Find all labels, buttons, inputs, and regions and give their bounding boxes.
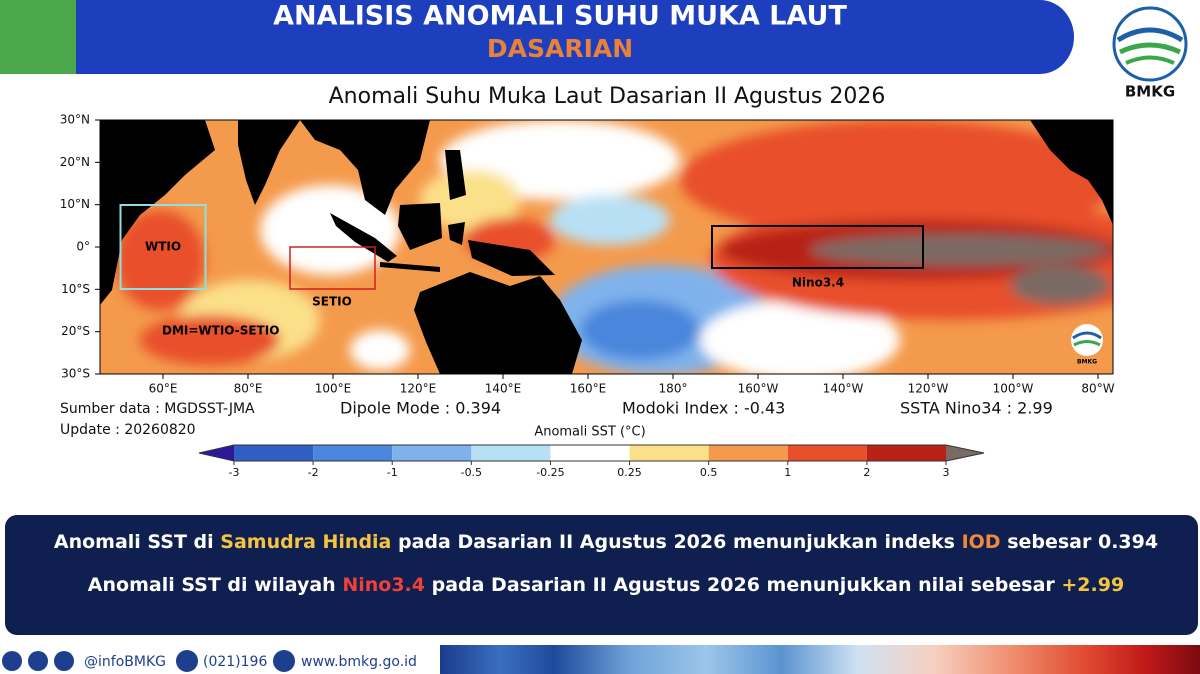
colorbar-tick-label: -1 (387, 466, 398, 479)
colorbar-segment (787, 445, 867, 461)
lon-label: 120°E (400, 382, 437, 396)
footer-icons (2, 650, 295, 672)
colorbar-segment (550, 445, 630, 461)
lat-label: 30°S (61, 367, 90, 381)
summary-line: Anomali SST di wilayah Nino3.4 pada Dasa… (88, 574, 1124, 596)
lon-labels: 60°E 80°E 100°E 120°E 140°E 160°E 180° 160°W 140… (149, 374, 1115, 396)
source: Sumber data : MGDSST-JMA (60, 401, 255, 417)
warming-stripes (440, 645, 1200, 674)
bmkg-logo (1112, 6, 1188, 82)
map (100, 120, 1113, 374)
lon-label: 100°W (993, 382, 1034, 396)
summary-segment: IOD (962, 531, 1001, 553)
logo-text: BMKG (1125, 83, 1175, 101)
lon-label: 60°E (149, 382, 178, 396)
summary-line: Anomali SST di Samudra Hindia pada Dasar… (54, 531, 1158, 553)
lon-label: 140°E (485, 382, 522, 396)
summary-segment: pada Dasarian II Agustus 2026 menunjukka… (391, 531, 961, 553)
colorbar-segment (471, 445, 551, 461)
footer-social: @infoBMKG (84, 654, 166, 670)
colorbar: -3 -2 -1 -0.5 -0.25 0.25 0.5 1 2 3 (198, 444, 985, 479)
colorbar-segment (866, 445, 946, 461)
summary-segment: +2.99 (1061, 574, 1124, 596)
lon-label: 160°E (570, 382, 607, 396)
lon-label: 120°W (908, 382, 949, 396)
lat-label: 30°N (60, 113, 90, 127)
dmi-label: DMI=WTIO-SETIO (162, 324, 279, 338)
colorbar-tick-label: 2 (863, 466, 870, 479)
summary-segment: sebesar 0.394 (1001, 531, 1159, 553)
lon-label: 160°W (738, 382, 779, 396)
colorbar-tick-label: 0.25 (617, 466, 642, 479)
colorbar-tick-label: -0.5 (461, 466, 482, 479)
setio-label: SETIO (312, 295, 352, 309)
summary-banner (5, 515, 1198, 635)
colorbar-tick-label: -3 (229, 466, 240, 479)
lon-label: 140°W (823, 382, 864, 396)
nino-label: Nino3.4 (792, 276, 844, 290)
summary-text: Anomali SST di Samudra Hindia pada Dasar… (54, 531, 1158, 596)
header-title: ANALISIS ANOMALI SUHU MUKA LAUT (273, 1, 847, 32)
summary-segment: Anomali SST di (54, 531, 220, 553)
colorbar-tick-label: -2 (308, 466, 319, 479)
footer-web: www.bmkg.go.id (301, 654, 417, 670)
ssta: SSTA Nino34 : 2.99 (900, 399, 1053, 418)
colorbar-label: Anomali SST (°C) (534, 425, 645, 440)
lat-label: 10°N (60, 197, 90, 211)
colorbar-tick-label: 1 (784, 466, 791, 479)
header-subtitle: DASARIAN (487, 34, 633, 63)
colorbar-segment (629, 445, 709, 461)
footer-phone: (021)196 (203, 654, 267, 670)
colorbar-segment (708, 445, 788, 461)
lat-label: 0° (76, 240, 90, 254)
lat-label: 10°S (61, 282, 90, 296)
lon-label: 80°E (234, 382, 263, 396)
colorbar-segment (392, 445, 472, 461)
summary-segment: pada Dasarian II Agustus 2026 menunjukka… (425, 574, 1061, 596)
colorbar-tick-label: -0.25 (536, 466, 564, 479)
colorbar-tick-label: 3 (943, 466, 950, 479)
colorbar-under (199, 445, 234, 461)
lon-label: 180° (659, 382, 688, 396)
lat-labels: 30°N 20°N 10°N 0° 10°S 20°S 30°S (60, 113, 100, 381)
lat-label: 20°N (60, 155, 90, 169)
summary-segment: Samudra Hindia (220, 531, 391, 553)
map-title: Anomali Suhu Muka Laut Dasarian II Agust… (329, 84, 886, 109)
colorbar-tick-label: 0.5 (700, 466, 718, 479)
lon-label: 80°W (1081, 382, 1114, 396)
lat-label: 20°S (61, 324, 90, 338)
header-banner (76, 0, 1074, 74)
header-accent (0, 0, 76, 74)
wtio-label: WTIO (145, 240, 181, 254)
colorbar-segment (234, 445, 314, 461)
colorbar-segment (313, 445, 393, 461)
colorbar-over (946, 445, 984, 461)
modoki: Modoki Index : -0.43 (622, 399, 785, 418)
dipole: Dipole Mode : 0.394 (340, 399, 501, 418)
summary-segment: Anomali SST di wilayah (88, 574, 343, 596)
map-logo-text: BMKG (1077, 359, 1097, 366)
summary-segment: Nino3.4 (342, 574, 425, 596)
lon-label: 100°E (315, 382, 352, 396)
update: Update : 20260820 (60, 422, 196, 438)
